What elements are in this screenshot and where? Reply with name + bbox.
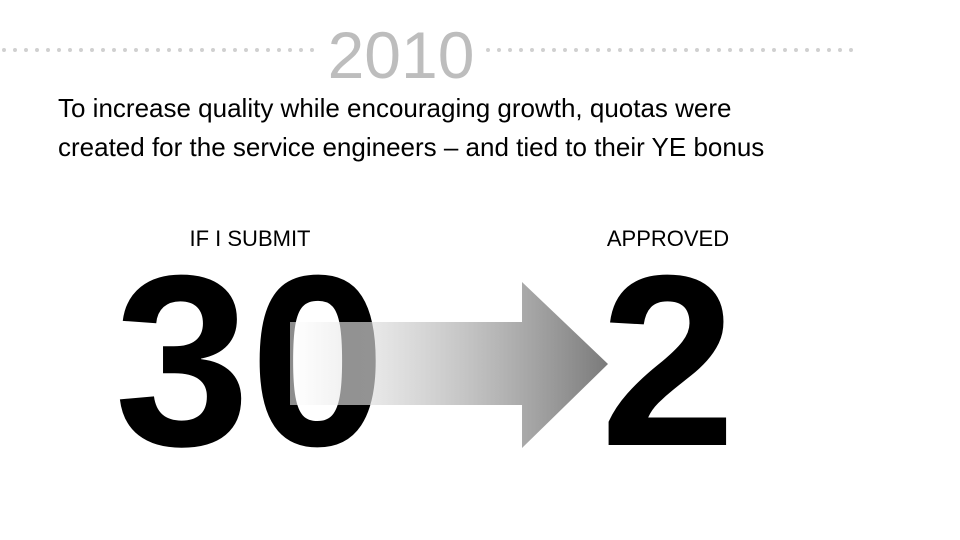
- body-text: created for the service engineers – and …: [58, 132, 764, 162]
- arrow: [290, 282, 608, 448]
- year-title: 2010: [328, 18, 475, 92]
- right-label: APPROVED: [607, 226, 729, 251]
- body-text: To increase quality while encouraging gr…: [58, 93, 732, 123]
- right-number: 2: [600, 224, 736, 497]
- left-label: IF I SUBMIT: [190, 226, 311, 251]
